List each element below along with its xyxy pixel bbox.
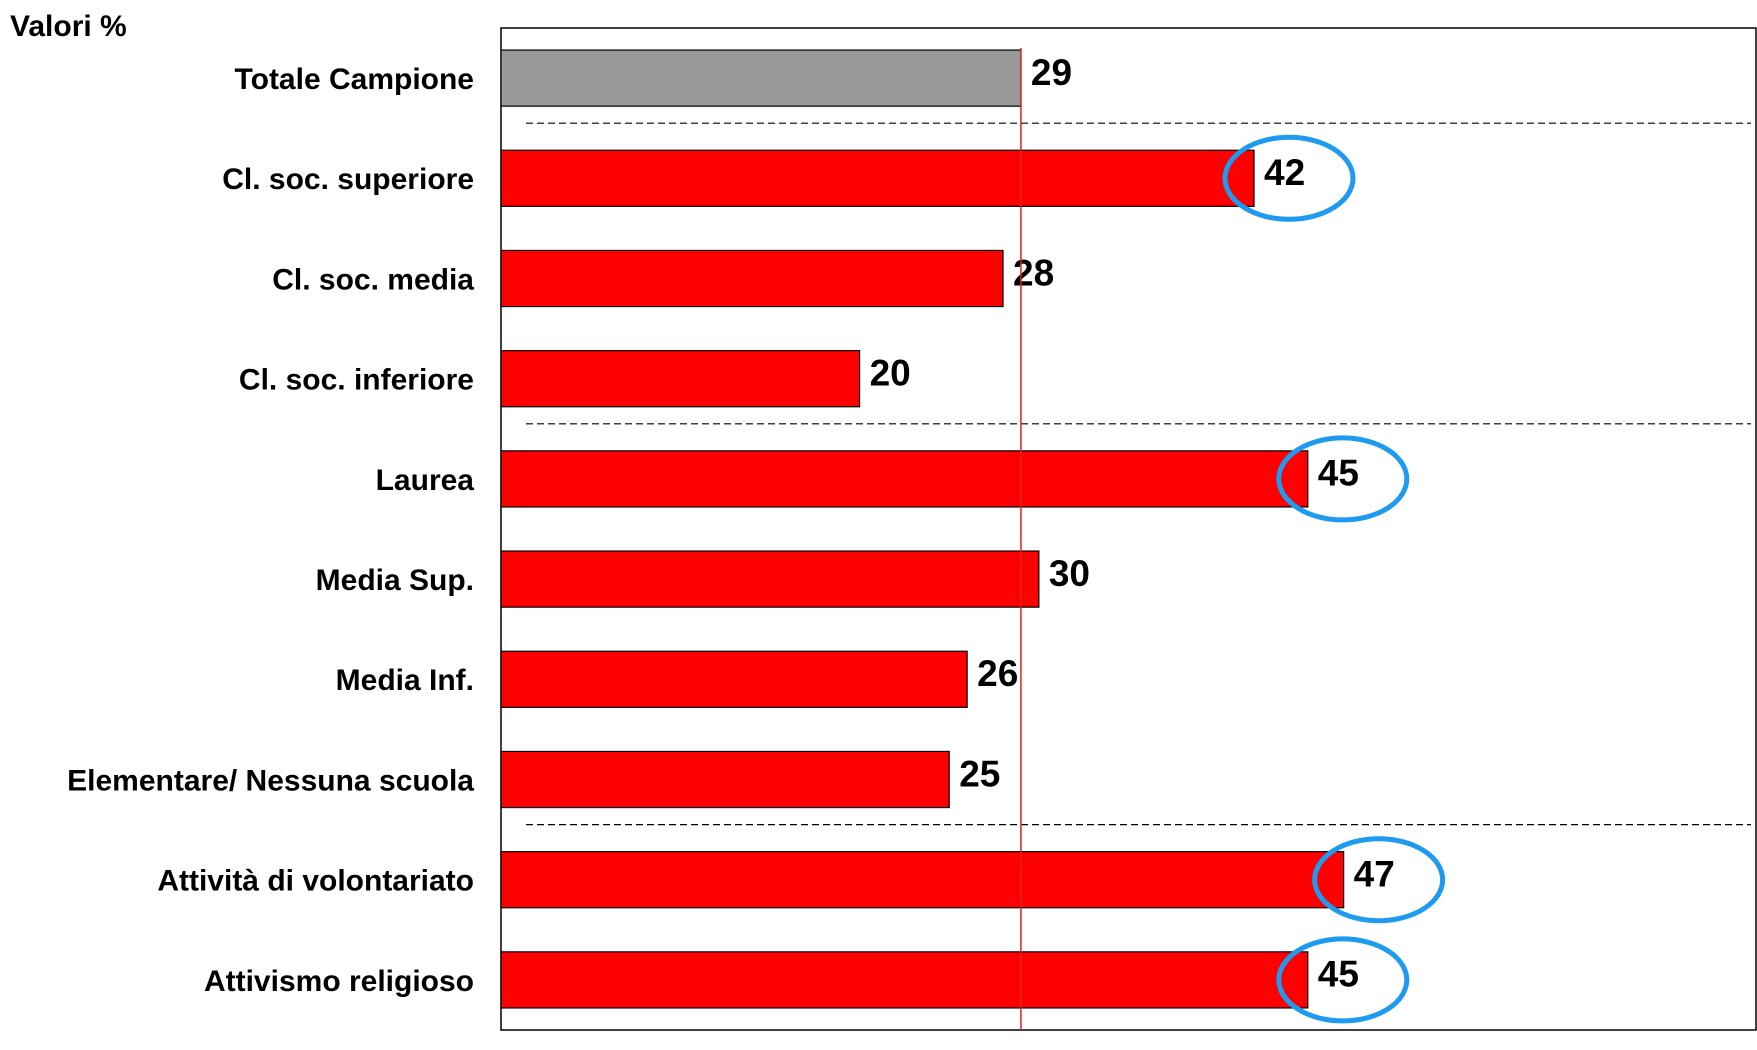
value-label: 47: [1354, 853, 1395, 894]
highlight-circle: [1312, 836, 1446, 924]
category-label: Totale Campione: [235, 63, 474, 96]
category-label: Cl. soc. inferiore: [239, 364, 474, 397]
bar: [500, 550, 1040, 608]
category-label: Media Inf.: [336, 664, 474, 697]
bar: [500, 750, 950, 809]
category-label: Attività di volontariato: [157, 865, 474, 898]
bar: [500, 650, 968, 708]
value-label: 26: [977, 653, 1018, 694]
bar: [500, 951, 1309, 1009]
value-label: 42: [1264, 152, 1305, 193]
value-label: 28: [1013, 252, 1054, 293]
category-label: Attivismo religioso: [204, 965, 474, 998]
highlight-circle: [1222, 134, 1356, 222]
bar: [500, 350, 861, 408]
plot-frame: [500, 27, 1757, 1031]
value-label: 29: [1031, 52, 1072, 93]
category-label: Cl. soc. media: [272, 263, 474, 296]
highlight-circle: [1276, 435, 1410, 523]
category-label: Laurea: [376, 464, 475, 497]
category-label: Elementare/ Nessuna scuola: [67, 764, 474, 797]
value-label: 45: [1318, 453, 1359, 494]
bar: [500, 450, 1309, 508]
highlight-circle: [1276, 936, 1410, 1024]
value-label: 25: [959, 753, 1000, 794]
value-label: 30: [1049, 553, 1090, 594]
value-label: 45: [1318, 954, 1359, 995]
chart-title: Valori %: [10, 10, 127, 43]
category-label: Media Sup.: [316, 564, 474, 597]
bar: [500, 851, 1345, 909]
value-label: 20: [870, 352, 911, 393]
bar: [500, 249, 1004, 308]
bar: [500, 149, 1255, 207]
bar: [500, 49, 1022, 107]
category-label: Cl. soc. superiore: [222, 163, 474, 196]
